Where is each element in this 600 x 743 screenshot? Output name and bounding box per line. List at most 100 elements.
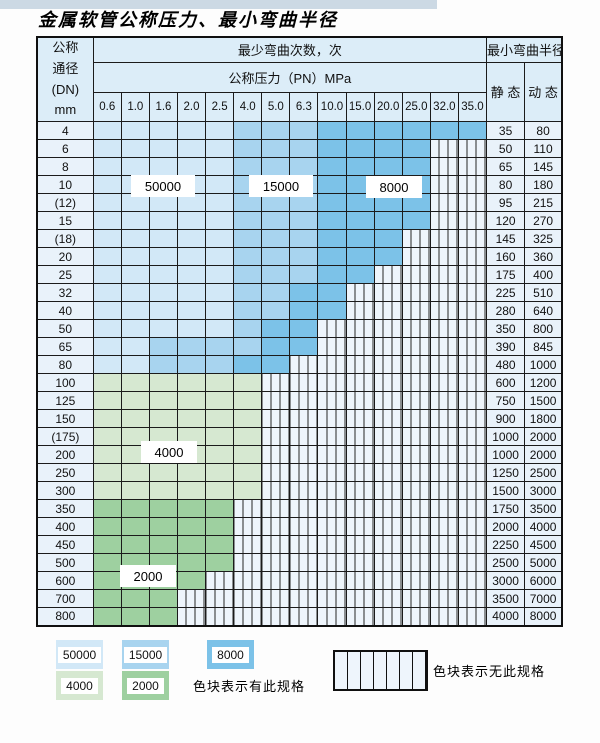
cell-spec-g2 — [205, 553, 235, 573]
dn-value: 50 — [36, 319, 94, 339]
cell-spec-b3 — [261, 319, 291, 339]
cell-spec-g2 — [205, 499, 235, 519]
cell-no-spec — [317, 517, 347, 537]
cell-no-spec — [261, 553, 291, 573]
cell-no-spec — [233, 589, 263, 609]
table-row: 125 750 1500 — [36, 391, 563, 411]
cell-no-spec — [401, 463, 431, 483]
cell-no-spec — [373, 355, 403, 375]
pressure-header: 公称压力（PN）MPa — [92, 61, 488, 94]
table-row: 15 120 270 — [36, 211, 563, 231]
dn-value: 8 — [36, 157, 94, 177]
cell-no-spec — [317, 391, 347, 411]
cell-spec-b1 — [120, 283, 150, 303]
pressure-col-header: 1.6 — [148, 92, 178, 123]
cell-no-spec — [401, 445, 431, 465]
cell-no-spec — [261, 607, 291, 627]
cell-spec-b2 — [289, 229, 319, 249]
cell-no-spec — [429, 463, 459, 483]
table-row: 300 1500 3000 — [36, 481, 563, 501]
table-row: 500 2500 5000 — [36, 553, 563, 573]
cell-spec-b1 — [92, 265, 122, 285]
cell-spec-g1 — [205, 427, 235, 447]
cell-no-spec — [289, 481, 319, 501]
dynamic-radius-value: 3500 — [524, 499, 563, 519]
cell-spec-b1 — [92, 157, 122, 177]
cell-no-spec — [345, 553, 375, 573]
cell-no-spec — [373, 283, 403, 303]
cell-spec-b1 — [92, 301, 122, 321]
cell-spec-g2 — [92, 499, 122, 519]
cell-no-spec — [233, 571, 263, 591]
cell-no-spec — [373, 553, 403, 573]
cell-no-spec — [289, 391, 319, 411]
cell-spec-b1 — [148, 229, 178, 249]
cell-no-spec — [345, 337, 375, 357]
cell-spec-b1 — [176, 301, 207, 321]
static-radius-value: 750 — [486, 391, 526, 411]
pressure-col-header: 1.0 — [120, 92, 150, 123]
cell-spec-b1 — [120, 355, 150, 375]
cell-no-spec — [457, 535, 488, 555]
cell-spec-b3 — [317, 157, 347, 177]
cell-spec-g2 — [120, 499, 150, 519]
cell-spec-b1 — [148, 211, 178, 231]
cell-spec-b1 — [120, 157, 150, 177]
cell-spec-b3 — [317, 211, 347, 231]
cycles-count-label: 2000 — [120, 565, 176, 587]
cell-spec-b1 — [176, 247, 207, 267]
cell-spec-b2 — [289, 157, 319, 177]
cell-no-spec — [261, 409, 291, 429]
cell-spec-b2 — [233, 301, 263, 321]
dn-value: (175) — [36, 427, 94, 447]
static-radius-value: 3500 — [486, 589, 526, 609]
cell-no-spec — [401, 355, 431, 375]
cell-spec-b3 — [317, 229, 347, 249]
pressure-col-header: 2.0 — [176, 92, 207, 123]
cell-no-spec — [429, 517, 459, 537]
static-radius-value: 600 — [486, 373, 526, 393]
cell-no-spec — [429, 427, 459, 447]
dynamic-radius-value: 640 — [524, 301, 563, 321]
cell-spec-b3 — [261, 337, 291, 357]
table-row: 450 2250 4500 — [36, 535, 563, 555]
cell-spec-b2 — [261, 193, 291, 213]
cell-spec-b2 — [233, 229, 263, 249]
cell-spec-g1 — [120, 463, 150, 483]
cell-spec-b1 — [205, 175, 235, 195]
cell-no-spec — [457, 157, 488, 177]
cell-no-spec — [345, 499, 375, 519]
cell-spec-g1 — [92, 445, 122, 465]
cell-no-spec — [233, 535, 263, 555]
legend-has-spec-text: 色块表示有此规格 — [193, 679, 306, 694]
dn-value: 32 — [36, 283, 94, 303]
cell-spec-b3 — [373, 139, 403, 159]
cell-no-spec — [401, 553, 431, 573]
cell-no-spec — [429, 211, 459, 231]
static-radius-value: 145 — [486, 229, 526, 249]
cell-spec-g1 — [176, 373, 207, 393]
cell-no-spec — [429, 319, 459, 339]
cell-spec-g2 — [205, 517, 235, 537]
cell-no-spec — [289, 535, 319, 555]
cell-spec-b1 — [148, 121, 178, 141]
cell-no-spec — [345, 463, 375, 483]
cell-no-spec — [457, 337, 488, 357]
static-radius-value: 280 — [486, 301, 526, 321]
cell-no-spec — [345, 589, 375, 609]
cell-spec-b3 — [373, 229, 403, 249]
cell-no-spec — [261, 445, 291, 465]
static-radius-value: 80 — [486, 175, 526, 195]
cell-spec-g2 — [92, 607, 122, 627]
cell-no-spec — [401, 265, 431, 285]
cell-no-spec — [429, 355, 459, 375]
cell-no-spec — [429, 607, 459, 627]
cell-spec-g2 — [92, 517, 122, 537]
cell-spec-g1 — [176, 481, 207, 501]
cell-no-spec — [373, 337, 403, 357]
cell-spec-b2 — [289, 265, 319, 285]
cell-no-spec — [289, 553, 319, 573]
cell-spec-g2 — [176, 571, 207, 591]
cell-no-spec — [457, 175, 488, 195]
legend-swatch-value: 50000 — [57, 646, 102, 663]
